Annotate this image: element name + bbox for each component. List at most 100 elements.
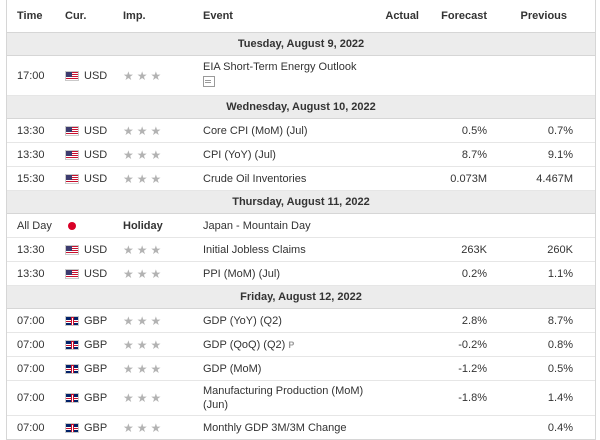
importance-stars: ★★★	[123, 362, 203, 376]
us-flag-icon	[65, 125, 79, 136]
col-currency-header[interactable]: Cur.	[65, 10, 87, 22]
previous-value: 0.5%	[547, 362, 573, 375]
currency-code: GBP	[84, 362, 108, 375]
star-icon: ★★★	[123, 242, 165, 257]
star-icon: ★★★	[123, 266, 165, 281]
star-icon: ★★★	[123, 391, 165, 405]
table-row[interactable]: All Day Holiday Japan - Mountain Day	[7, 214, 595, 238]
event-time: 07:00	[17, 314, 45, 327]
event-name[interactable]: PPI (MoM) (Jul)	[203, 267, 280, 280]
table-row[interactable]: 17:00 USD ★★★ EIA Short-Term Energy Outl…	[7, 56, 595, 96]
forecast-value: -1.2%	[458, 362, 487, 375]
star-icon: ★★★	[123, 420, 165, 435]
star-icon: ★★★	[123, 147, 165, 162]
col-actual-header[interactable]: Actual	[385, 10, 419, 22]
currency-cell: USD	[65, 173, 123, 185]
currency-code: GBP	[84, 392, 108, 404]
table-row[interactable]: 13:30 USD ★★★ CPI (YoY) (Jul) 8.7% 9.1%	[7, 143, 595, 167]
uk-flag-icon	[65, 393, 79, 403]
event-time: 17:00	[17, 69, 45, 82]
event-name[interactable]: GDP (QoQ) (Q2)	[203, 338, 286, 351]
us-flag-icon	[65, 244, 79, 255]
star-icon: ★★★	[123, 68, 165, 83]
currency-code: USD	[84, 267, 108, 280]
table-row[interactable]: 13:30 USD ★★★ Core CPI (MoM) (Jul) 0.5% …	[7, 119, 595, 143]
importance-stars: ★★★	[123, 314, 203, 328]
currency-code: GBP	[84, 314, 108, 327]
event-cell: EIA Short-Term Energy Outlook	[203, 60, 375, 91]
event-time: 13:30	[17, 124, 45, 137]
currency-code: USD	[84, 172, 108, 185]
event-name[interactable]: CPI (YoY) (Jul)	[203, 148, 276, 161]
currency-cell: USD	[65, 70, 123, 82]
event-name[interactable]: GDP (MoM)	[203, 362, 262, 375]
economic-calendar: Time Cur. Imp. Event Actual Forecast Pre…	[6, 0, 596, 440]
uk-flag-icon	[65, 315, 79, 326]
us-flag-icon	[65, 70, 79, 81]
currency-code: GBP	[84, 338, 108, 351]
table-row[interactable]: 07:00 GBP ★★★ GDP (YoY) (Q2) 2.8% 8.7%	[7, 309, 595, 333]
currency-cell: GBP	[65, 339, 123, 351]
forecast-value: 2.8%	[461, 314, 487, 327]
importance-stars: ★★★	[123, 148, 203, 162]
currency-cell: GBP	[65, 392, 123, 404]
japan-flag-icon	[68, 221, 76, 230]
forecast-value: 0.2%	[461, 267, 487, 280]
event-name[interactable]: EIA Short-Term Energy Outlook	[203, 61, 357, 73]
star-icon: ★★★	[123, 171, 165, 186]
uk-flag-icon	[65, 339, 79, 350]
col-importance-header[interactable]: Imp.	[123, 10, 146, 22]
previous-value: 0.7%	[547, 124, 573, 137]
event-name[interactable]: Crude Oil Inventories	[203, 172, 307, 185]
event-time: 13:30	[17, 267, 45, 280]
col-event-header[interactable]: Event	[203, 10, 233, 22]
importance-stars: ★★★	[123, 267, 203, 281]
event-time: 07:00	[17, 392, 45, 404]
importance-stars: ★★★	[123, 391, 203, 405]
event-time: 07:00	[17, 362, 45, 375]
currency-code: USD	[84, 124, 108, 137]
table-row[interactable]: 13:30 USD ★★★ PPI (MoM) (Jul) 0.2% 1.1%	[7, 262, 595, 286]
table-row[interactable]: 07:00 GBP ★★★ Manufacturing Production (…	[7, 381, 595, 416]
star-icon: ★★★	[123, 361, 165, 376]
importance-stars: ★★★	[123, 124, 203, 138]
day-separator: Friday, August 12, 2022	[7, 286, 595, 309]
event-name[interactable]: Japan - Mountain Day	[203, 219, 311, 232]
event-name[interactable]: Core CPI (MoM) (Jul)	[203, 124, 308, 137]
preliminary-badge: P	[288, 339, 295, 350]
us-flag-icon	[65, 149, 79, 160]
event-name[interactable]: Monthly GDP 3M/3M Change	[203, 421, 347, 434]
previous-value: 9.1%	[547, 148, 573, 161]
previous-value: 8.7%	[547, 314, 573, 327]
table-row[interactable]: 07:00 GBP ★★★ GDP (MoM) -1.2% 0.5%	[7, 357, 595, 381]
currency-cell: GBP	[65, 315, 123, 327]
table-row[interactable]: 15:30 USD ★★★ Crude Oil Inventories 0.07…	[7, 167, 595, 191]
previous-value: 0.8%	[547, 338, 573, 351]
forecast-value: -0.2%	[458, 338, 487, 351]
table-row[interactable]: 07:00 GBP ★★★ GDP (QoQ) (Q2) P -0.2% 0.8%	[7, 333, 595, 357]
col-time-header[interactable]: Time	[17, 10, 43, 22]
table-row[interactable]: 13:30 USD ★★★ Initial Jobless Claims 263…	[7, 238, 595, 262]
event-time: 07:00	[17, 421, 45, 434]
col-previous-header[interactable]: Previous	[520, 10, 567, 22]
uk-flag-icon	[65, 363, 79, 374]
forecast-value: -1.8%	[458, 392, 487, 404]
currency-code: USD	[84, 148, 108, 161]
event-name[interactable]: GDP (YoY) (Q2)	[203, 314, 282, 327]
star-icon: ★★★	[123, 313, 165, 328]
forecast-value: 0.073M	[450, 172, 487, 185]
currency-cell: GBP	[65, 363, 123, 375]
table-row[interactable]: 07:00 GBP ★★★ Monthly GDP 3M/3M Change 0…	[7, 416, 595, 439]
event-time: 07:00	[17, 338, 45, 351]
currency-cell: USD	[65, 268, 123, 280]
currency-cell: USD	[65, 125, 123, 137]
col-forecast-header[interactable]: Forecast	[441, 10, 487, 22]
event-name[interactable]: Initial Jobless Claims	[203, 243, 306, 256]
report-icon[interactable]	[203, 76, 215, 87]
event-name[interactable]: Manufacturing Production (MoM) (Jun)	[203, 385, 364, 411]
currency-cell: USD	[65, 244, 123, 256]
forecast-value: 8.7%	[461, 148, 487, 161]
uk-flag-icon	[65, 422, 79, 433]
previous-value: 4.467M	[536, 172, 573, 185]
day-separator: Thursday, August 11, 2022	[7, 191, 595, 214]
